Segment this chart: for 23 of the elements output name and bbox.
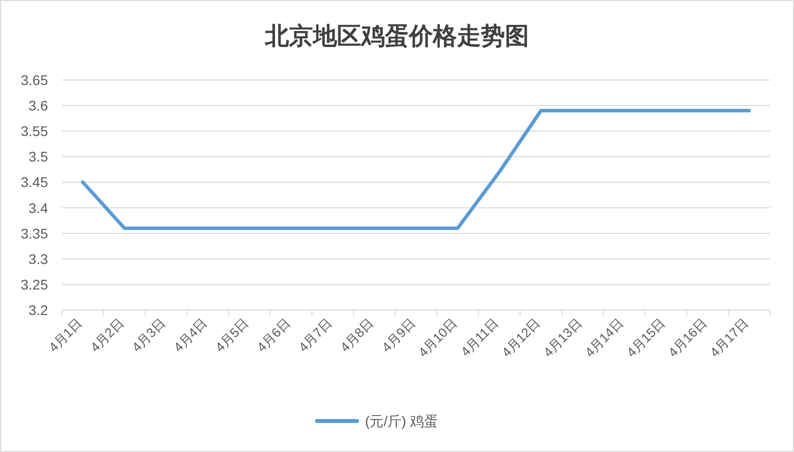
x-tick-label: 4月5日 (212, 316, 252, 355)
x-tick-label: 4月4日 (170, 316, 210, 355)
x-tick-label: 4月2日 (87, 316, 127, 355)
x-tick-label: 4月1日 (46, 316, 85, 355)
y-tick-label: 3.55 (20, 123, 48, 140)
legend-label: (元/斤) 鸡蛋 (365, 413, 438, 429)
y-tick-label: 3.25 (20, 276, 48, 292)
x-tick-label: 4月14日 (582, 316, 626, 360)
y-tick-label: 3.4 (28, 200, 48, 216)
y-tick-label: 3.6 (28, 98, 48, 114)
x-tick-label: 4月7日 (296, 316, 335, 355)
y-tick-label: 3.3 (28, 250, 48, 267)
x-tick-label: 4月8日 (337, 316, 376, 355)
y-tick-label: 3.2 (28, 302, 48, 318)
line-series (81, 108, 751, 230)
y-tick-label: 3.65 (20, 72, 48, 88)
x-tick-label: 4月6日 (254, 316, 294, 355)
y-tick-label: 3.45 (20, 174, 48, 190)
chart-title: 北京地区鸡蛋价格走势图 (264, 23, 529, 50)
y-tick-label: 3.5 (28, 148, 48, 165)
x-tick-label: 4月11日 (458, 316, 502, 360)
y-tick-label: 3.35 (20, 225, 48, 242)
x-tick-label: 4月3日 (129, 316, 168, 355)
